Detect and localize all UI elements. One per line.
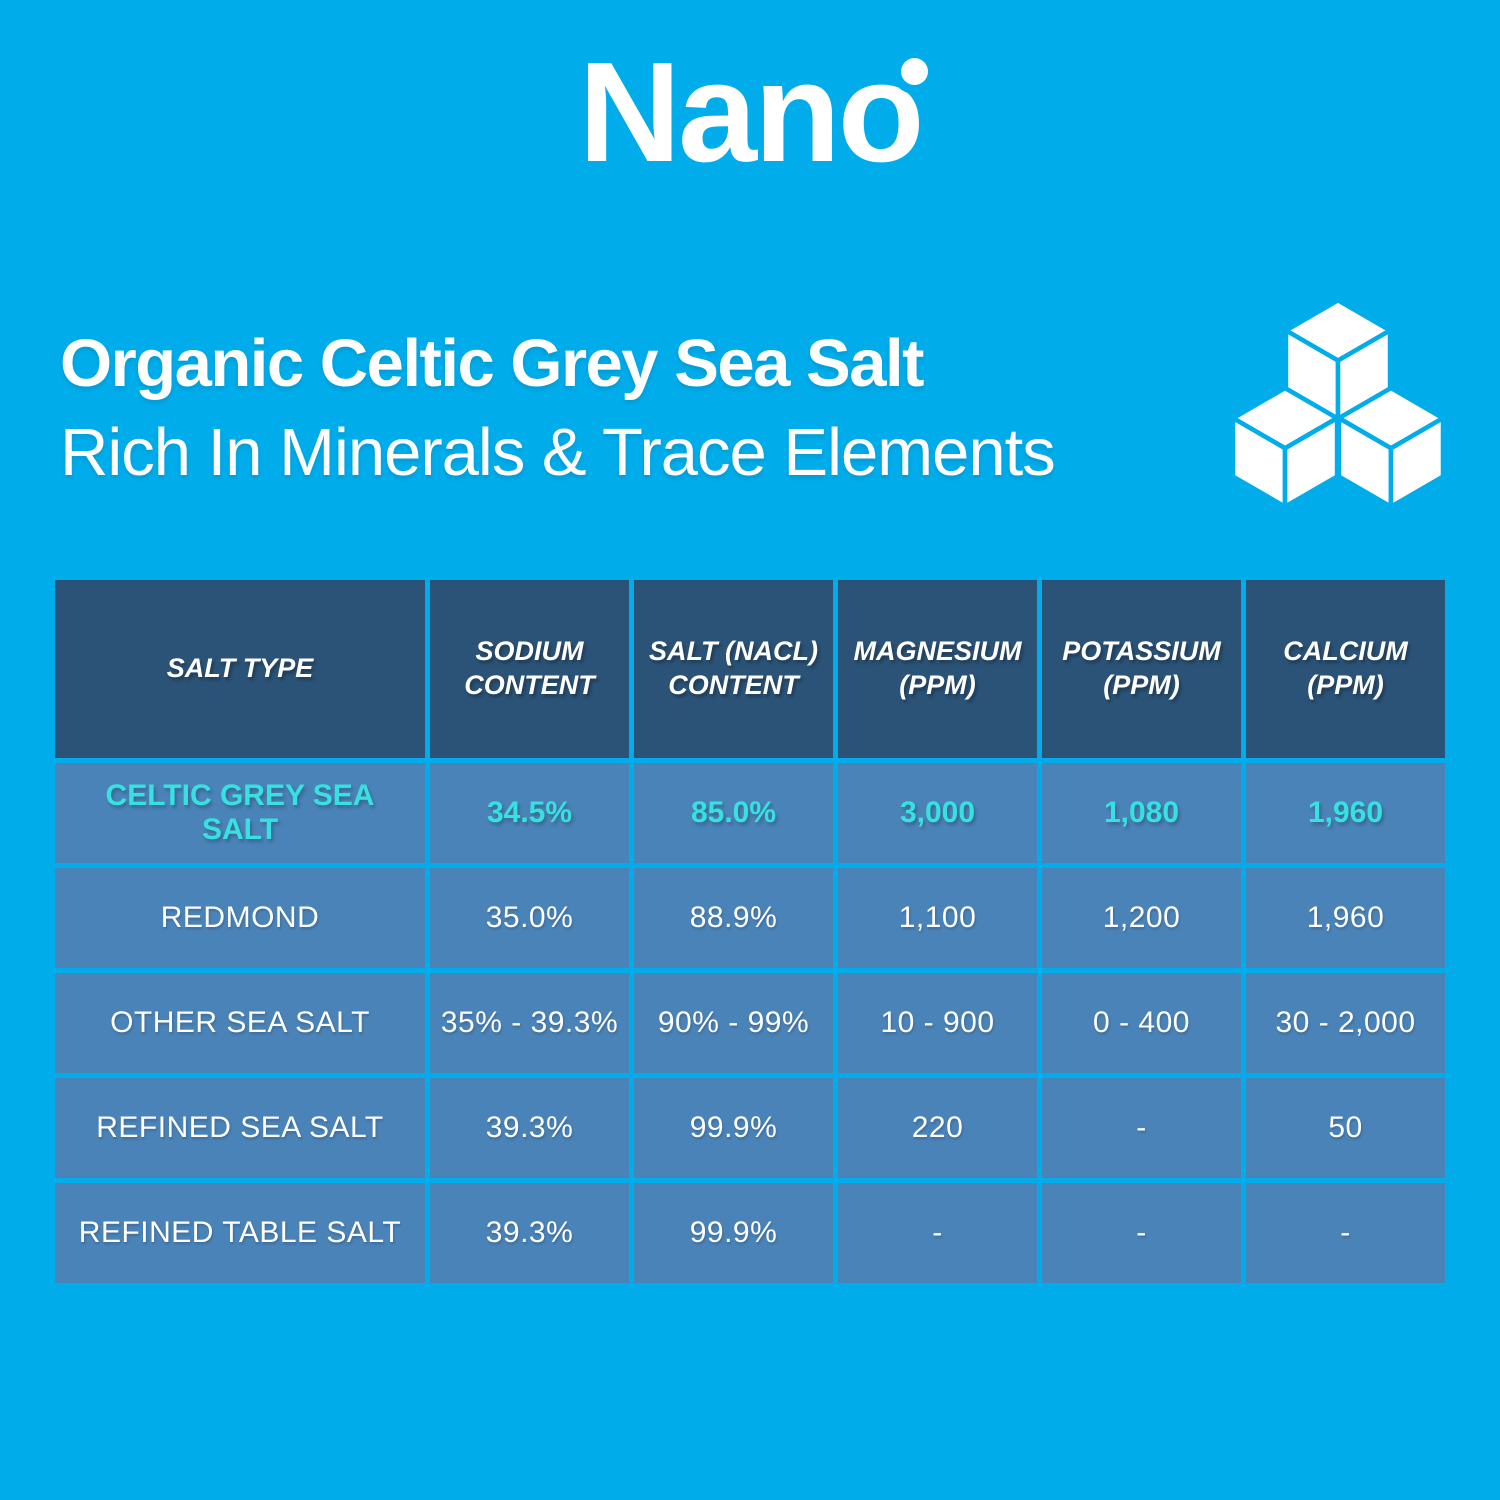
page-subtitle: Rich In Minerals & Trace Elements <box>60 415 1056 491</box>
value-cell: 99.9% <box>634 1078 833 1178</box>
value-cell: 10 - 900 <box>838 973 1037 1073</box>
value-cell: 99.9% <box>634 1183 833 1283</box>
row-label: OTHER SEA SALT <box>55 973 425 1073</box>
value-cell: 1,960 <box>1246 763 1445 863</box>
page-title: Organic Celtic Grey Sea Salt <box>60 326 924 401</box>
value-cell: 85.0% <box>634 763 833 863</box>
value-cell: 39.3% <box>430 1078 629 1178</box>
column-header-magnesium: MAGNESIUM (PPM) <box>838 580 1037 758</box>
value-cell: 1,080 <box>1042 763 1241 863</box>
row-label: CELTIC GREY SEA SALT <box>55 763 425 863</box>
value-cell: - <box>1042 1183 1241 1283</box>
row-label: REFINED SEA SALT <box>55 1078 425 1178</box>
column-header-salt-nacl: SALT (NACL) CONTENT <box>634 580 833 758</box>
salt-comparison-table: SALT TYPE SODIUM CONTENT SALT (NACL) CON… <box>55 580 1445 1283</box>
value-cell: 35.0% <box>430 868 629 968</box>
value-cell: - <box>1042 1078 1241 1178</box>
column-header-sodium: SODIUM CONTENT <box>430 580 629 758</box>
value-cell: 34.5% <box>430 763 629 863</box>
value-cell: 220 <box>838 1078 1037 1178</box>
value-cell: 3,000 <box>838 763 1037 863</box>
value-cell: 1,960 <box>1246 868 1445 968</box>
salt-cubes-icon <box>1232 297 1444 511</box>
row-label: REDMOND <box>55 868 425 968</box>
value-cell: 88.9% <box>634 868 833 968</box>
value-cell: 0 - 400 <box>1042 973 1241 1073</box>
value-cell: 1,100 <box>838 868 1037 968</box>
value-cell: 1,200 <box>1042 868 1241 968</box>
column-header-calcium: CALCIUM (PPM) <box>1246 580 1445 758</box>
value-cell: 35% - 39.3% <box>430 973 629 1073</box>
column-header-potassium: POTASSIUM (PPM) <box>1042 580 1241 758</box>
value-cell: - <box>838 1183 1037 1283</box>
brand-logo: Nano <box>579 42 928 184</box>
row-label: REFINED TABLE SALT <box>55 1183 425 1283</box>
value-cell: 39.3% <box>430 1183 629 1283</box>
headline: Organic Celtic Grey Sea Salt Rich In Min… <box>60 326 1210 490</box>
value-cell: 30 - 2,000 <box>1246 973 1445 1073</box>
logo-bar: Nano <box>0 42 1500 184</box>
brand-logo-text: Nano <box>578 33 925 192</box>
value-cell: - <box>1246 1183 1445 1283</box>
value-cell: 50 <box>1246 1078 1445 1178</box>
column-header-salt-type: SALT TYPE <box>55 580 425 758</box>
orbit-dot-icon <box>900 58 928 85</box>
value-cell: 90% - 99% <box>634 973 833 1073</box>
